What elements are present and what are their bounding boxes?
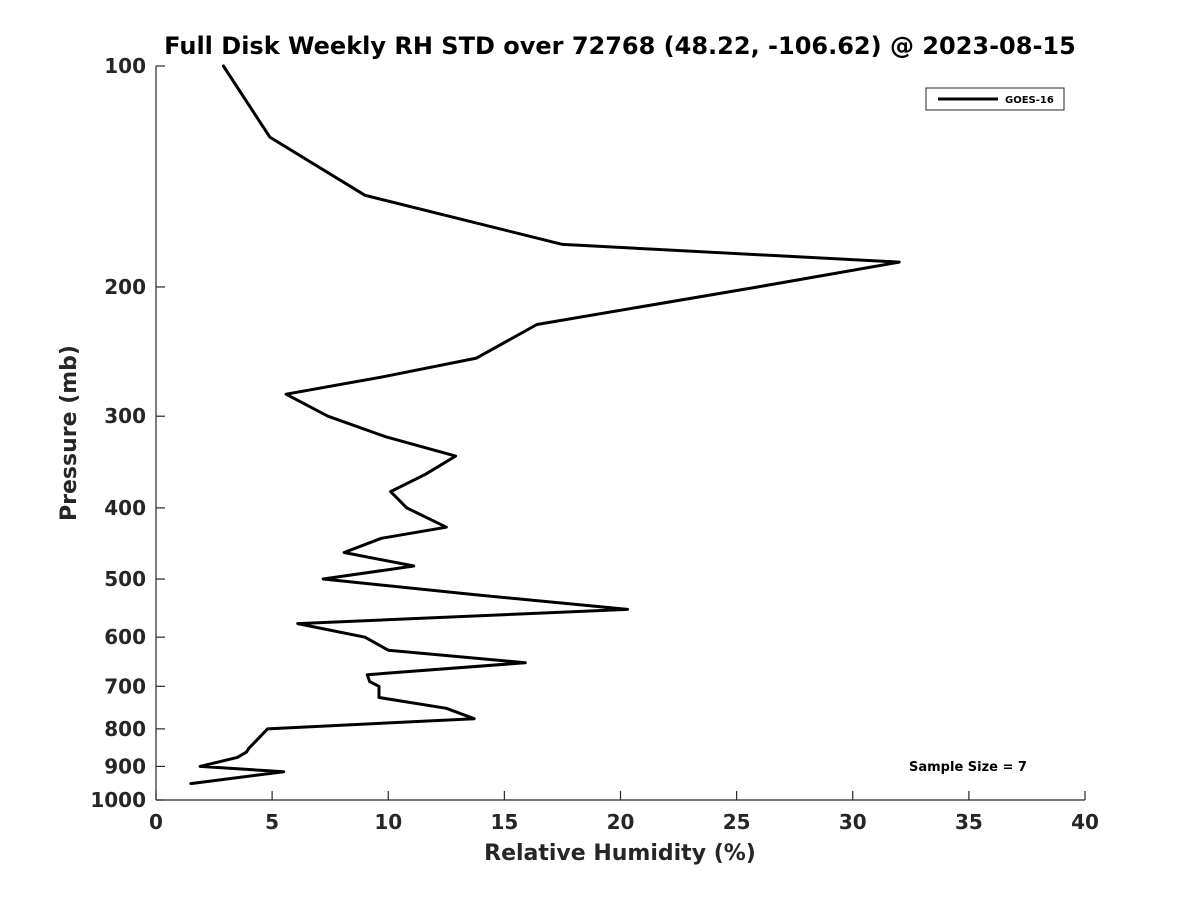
data-point xyxy=(342,551,346,554)
x-tick-label: 0 xyxy=(149,810,163,834)
data-point xyxy=(454,454,457,458)
data-point xyxy=(445,526,448,529)
data-point xyxy=(380,537,383,540)
data-point xyxy=(322,577,325,581)
series-line-goes-16 xyxy=(189,64,901,786)
data-point xyxy=(389,490,392,493)
data-point xyxy=(366,673,369,676)
data-point xyxy=(382,375,385,378)
y-tick-label: 1000 xyxy=(90,788,146,812)
data-point xyxy=(368,680,371,683)
data-point xyxy=(363,194,367,197)
y-axis-label: Pressure (mb) xyxy=(57,345,82,521)
y-tick-label: 900 xyxy=(104,754,146,778)
data-point xyxy=(473,717,476,720)
data-point xyxy=(245,750,248,754)
y-tick-label: 700 xyxy=(104,674,146,698)
x-tick-label: 5 xyxy=(265,810,279,834)
x-tick-label: 40 xyxy=(1071,810,1099,834)
y-tick-label: 600 xyxy=(104,625,146,649)
y-tick-label: 300 xyxy=(104,404,146,428)
x-axis-label: Relative Humidity (%) xyxy=(484,841,756,866)
data-point xyxy=(384,435,388,438)
y-tick-label: 800 xyxy=(104,717,146,741)
x-tick-label: 15 xyxy=(490,810,518,834)
data-point xyxy=(268,135,271,139)
data-point xyxy=(405,506,408,510)
data-point xyxy=(189,782,192,785)
chart-title: Full Disk Weekly RH STD over 72768 (48.2… xyxy=(164,32,1076,60)
y-tick-label: 400 xyxy=(104,496,146,520)
data-point xyxy=(412,564,415,568)
data-point xyxy=(424,473,427,476)
y-tick-label: 200 xyxy=(104,275,146,299)
data-point xyxy=(284,393,288,396)
data-point xyxy=(756,285,759,289)
x-tick-label: 30 xyxy=(839,810,867,834)
x-tick-label: 20 xyxy=(607,810,635,834)
data-point xyxy=(363,636,367,639)
y-tick-label: 100 xyxy=(104,54,146,78)
data-point xyxy=(296,622,299,625)
data-point xyxy=(326,415,330,418)
x-tick-label: 10 xyxy=(374,810,402,834)
sample-size-annotation: Sample Size = 7 xyxy=(909,760,1027,775)
series-points xyxy=(189,64,901,785)
data-point xyxy=(377,685,381,688)
data-point xyxy=(222,64,225,68)
data-point xyxy=(524,661,527,664)
x-tick-label: 35 xyxy=(955,810,983,834)
x-tick-label: 25 xyxy=(723,810,751,834)
data-point xyxy=(266,727,269,731)
legend-label: GOES-16 xyxy=(1005,95,1054,106)
data-point xyxy=(535,323,539,326)
data-point xyxy=(626,608,629,611)
data-point xyxy=(898,260,901,264)
data-point xyxy=(377,696,381,699)
plot-axes xyxy=(155,66,1085,801)
y-ticks: 100 200 300 400 500 600 700 800 900 1000 xyxy=(90,54,165,812)
data-point xyxy=(473,593,476,596)
y-tick-label: 500 xyxy=(104,567,146,591)
data-point xyxy=(475,356,478,360)
x-ticks: 0 5 10 15 20 25 30 35 40 xyxy=(149,791,1099,834)
data-point xyxy=(236,756,239,759)
legend: GOES-16 xyxy=(925,87,1065,111)
data-point xyxy=(198,765,202,768)
data-point xyxy=(387,649,390,652)
data-point xyxy=(561,243,564,246)
data-point xyxy=(282,770,285,773)
data-point xyxy=(445,707,448,710)
data-point xyxy=(247,747,251,750)
data-point xyxy=(257,737,260,740)
